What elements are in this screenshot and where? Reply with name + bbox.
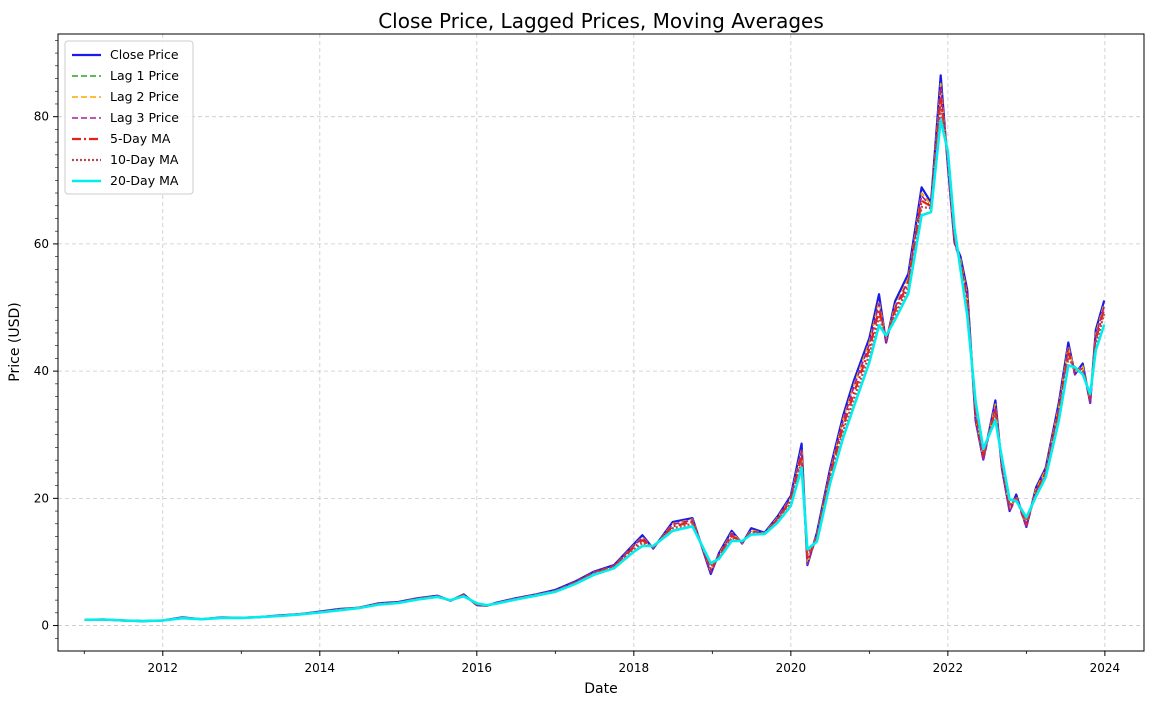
x-tick-label: 2018 — [619, 661, 650, 675]
series-line-2 — [84, 82, 1105, 622]
legend-label: 20-Day MA — [110, 173, 179, 188]
y-axis-label: Price (USD) — [7, 302, 23, 381]
y-tick-label: 60 — [34, 237, 49, 251]
y-tick-label: 40 — [34, 364, 49, 378]
x-tick-label: 2014 — [305, 661, 336, 675]
x-tick-label: 2024 — [1090, 661, 1121, 675]
series-line-7 — [84, 118, 1106, 623]
legend: Close Price Lag 1 Price Lag 2 Price Lag 3 P… — [64, 40, 194, 195]
legend-label: Lag 1 Price — [110, 68, 179, 83]
chart-title: Close Price, Lagged Prices, Moving Avera… — [378, 9, 824, 33]
y-tick-label: 0 — [41, 619, 49, 633]
x-axis-label: Date — [584, 681, 617, 697]
x-tick-label: 2020 — [776, 661, 807, 675]
legend-label: Lag 2 Price — [110, 89, 179, 104]
series-line-4 — [84, 86, 1105, 622]
axis-ticks: 2012 2014 2016 2018 2020 2022 2024 0 20 40 60 80 — [34, 40, 1120, 675]
series-line-1 — [84, 74, 1106, 623]
legend-label: Lag 3 Price — [110, 110, 179, 125]
legend-label: 5-Day MA — [110, 131, 171, 146]
series-layer — [84, 74, 1106, 623]
legend-box — [64, 40, 194, 195]
y-tick-label: 20 — [34, 491, 49, 505]
legend-label: Close Price — [110, 47, 179, 62]
legend-label: 10-Day MA — [110, 152, 179, 167]
x-tick-label: 2012 — [148, 661, 179, 675]
grid — [58, 34, 1144, 651]
plot-area-frame — [57, 33, 1145, 652]
x-tick-label: 2022 — [933, 661, 964, 675]
series-line-3 — [84, 82, 1105, 622]
y-tick-label: 80 — [34, 110, 49, 124]
x-tick-label: 2016 — [462, 661, 493, 675]
